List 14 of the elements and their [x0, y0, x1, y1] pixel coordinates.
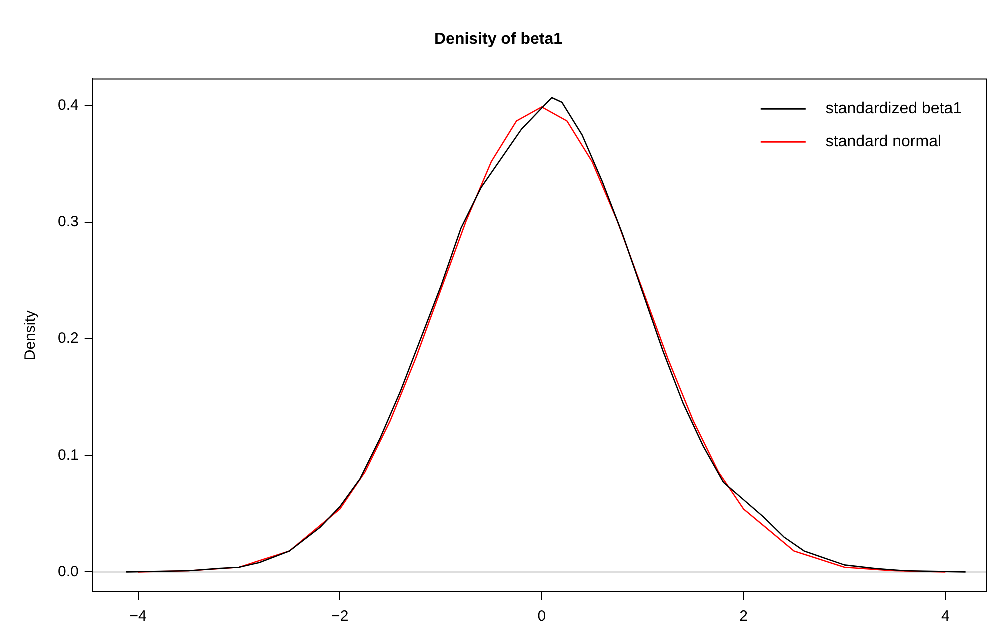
x-tick-label: −4	[130, 608, 147, 626]
x-tick-label: 0	[538, 608, 546, 626]
y-axis-title: Density	[22, 310, 40, 361]
legend-label: standard normal	[826, 134, 942, 151]
x-tick-label: −2	[332, 608, 349, 626]
y-tick-label: 0.4	[58, 97, 79, 114]
chart-title: Denisity of beta1	[434, 31, 563, 48]
x-tick-label: 4	[941, 608, 950, 626]
y-tick-label: 0.2	[58, 330, 79, 348]
y-tick-label: 0.1	[58, 446, 79, 464]
legend-label: standardized beta1	[826, 100, 962, 118]
y-tick-label: 0.0	[58, 563, 79, 580]
x-tick-label: 2	[740, 608, 748, 626]
y-tick-label: 0.3	[58, 214, 79, 231]
